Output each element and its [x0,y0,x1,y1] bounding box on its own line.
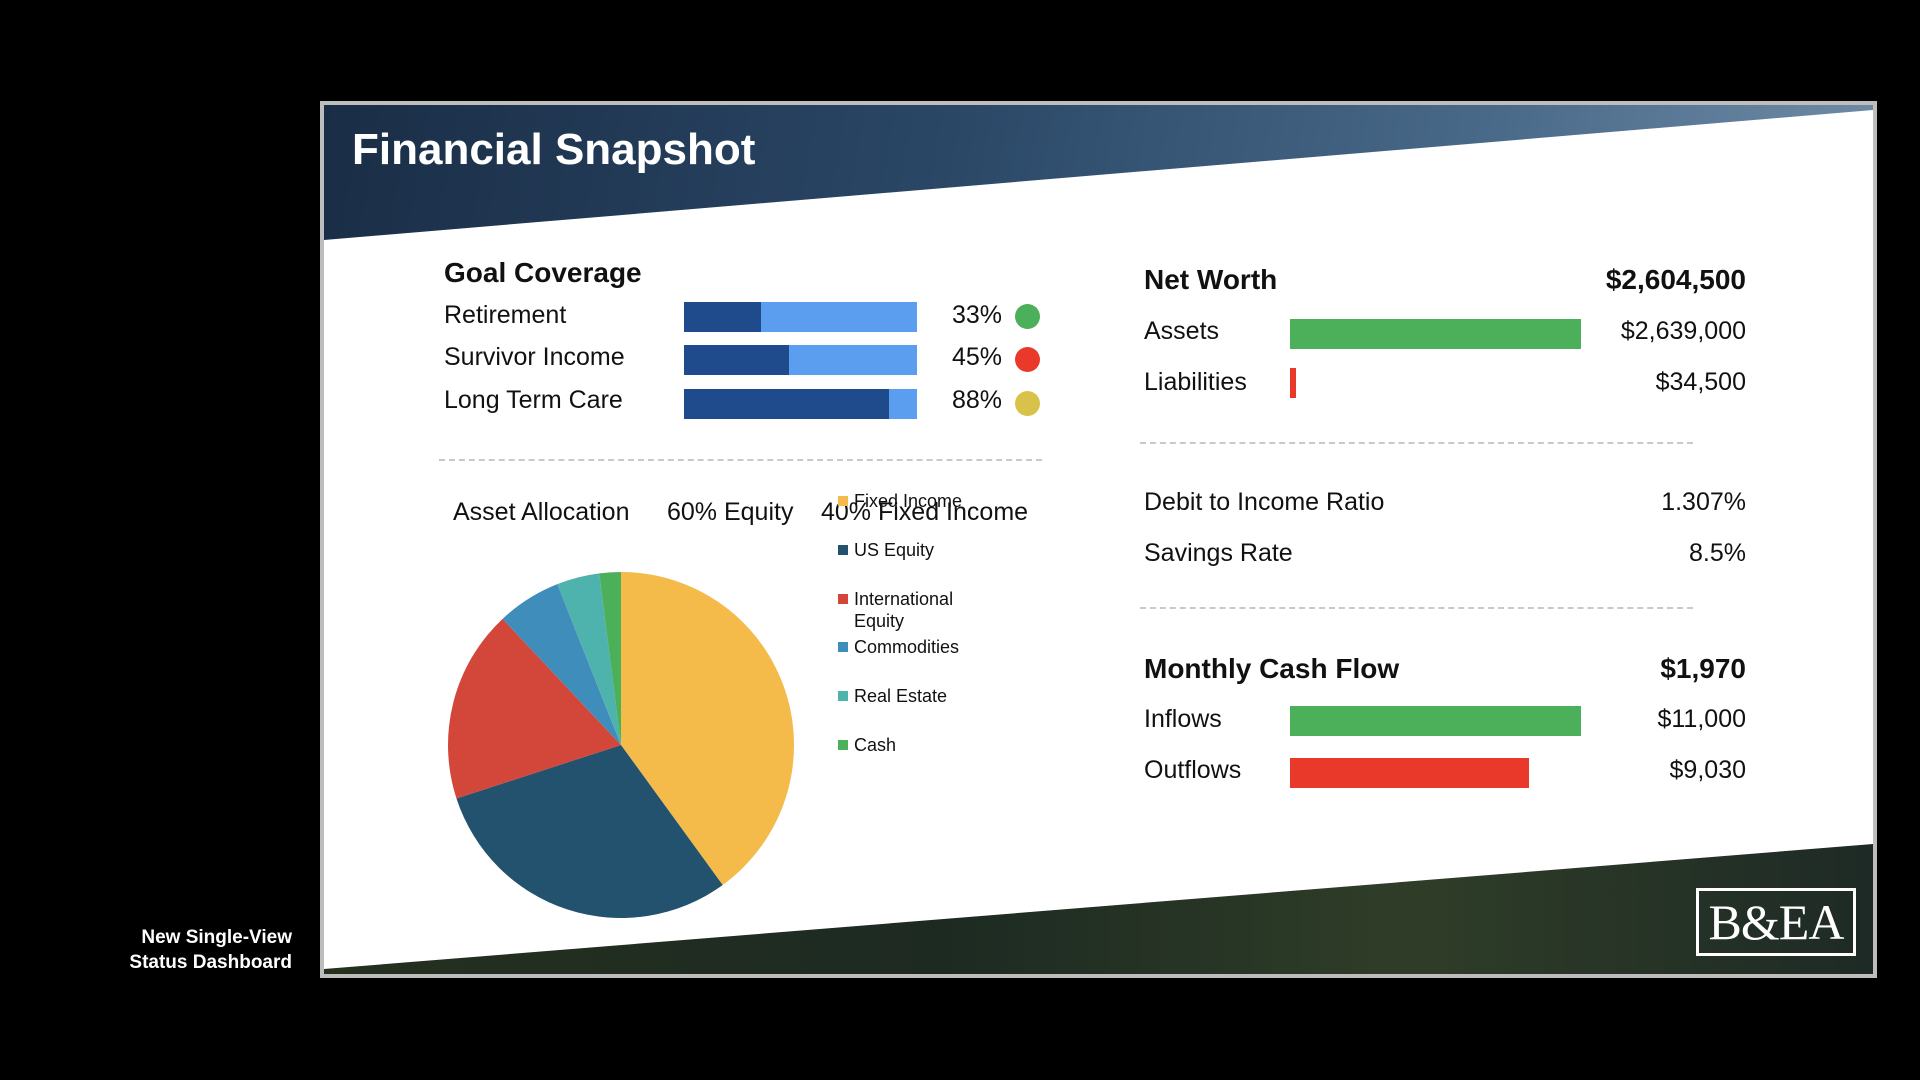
legend-swatch [838,594,848,604]
goal-percent: 45% [952,343,1003,371]
caption-line-1: New Single-View [141,927,292,948]
goal-label: Retirement [444,301,567,329]
legend-swatch [838,691,848,701]
legend-item: Cash [838,734,896,756]
legend-swatch [838,545,848,555]
legend-label: Fixed Income [854,491,963,511]
dashboard-caption: New Single-View Status Dashboard [90,925,292,975]
legend-label: International Equity [854,589,954,631]
legend-swatch [838,496,848,506]
brand-logo: B&EA [1696,888,1856,956]
debt-income-value: 1.307% [1661,488,1746,516]
pie-slice-fixed-income [621,572,794,885]
legend-label: Real Estate [854,686,948,706]
legend-item: Real Estate [838,685,947,707]
goal-bar-track [684,389,917,419]
savings-rate-value: 8.5% [1689,539,1746,567]
liabilities-label: Liabilities [1144,368,1247,396]
outflows-label: Outflows [1144,756,1242,784]
goal-bar-track [684,302,917,332]
asset-allocation-label: Asset Allocation [453,498,630,526]
goal-percent: 88% [952,386,1003,414]
cash-flow-total: $1,970 [1660,653,1746,684]
pie-slice-us-equity [456,745,723,918]
goal-bar-fill [684,389,890,419]
savings-rate-label: Savings Rate [1144,539,1293,567]
liabilities-bar [1290,368,1296,398]
asset-allocation-pie [448,572,794,918]
legend-swatch [838,642,848,652]
pie-slice-real-estate [557,573,621,745]
outflows-bar [1290,758,1529,788]
divider [1140,607,1693,609]
divider [1140,442,1693,444]
goal-label: Survivor Income [444,343,625,371]
status-dot [1015,304,1040,329]
legend-swatch [838,740,848,750]
assets-value: $2,639,000 [1620,317,1746,345]
financial-snapshot-slide: Financial Snapshot B&EA Goal Coverage Re… [320,101,1877,978]
inflows-value: $11,000 [1657,705,1746,733]
equity-share: 60% Equity [667,498,794,526]
outflows-value: $9,030 [1669,756,1746,784]
slide-title: Financial Snapshot [352,125,756,174]
legend-item: Fixed Income [838,490,962,512]
divider [439,459,1042,461]
legend-item: International Equity [838,588,953,632]
goal-coverage-heading: Goal Coverage [444,257,642,288]
goal-bar-fill [684,302,761,332]
legend-item: US Equity [838,539,934,561]
legend-label: Commodities [854,637,960,657]
assets-label: Assets [1144,317,1220,345]
legend-label: US Equity [854,540,935,560]
liabilities-value: $34,500 [1655,368,1746,396]
inflows-bar [1290,706,1581,736]
cash-flow-heading: Monthly Cash Flow [1144,653,1400,684]
goal-bar-track [684,345,917,375]
goal-label: Long Term Care [444,386,623,414]
pie-slice-commodities [502,584,621,745]
net-worth-total: $2,604,500 [1605,264,1746,295]
assets-bar [1290,319,1581,349]
legend-label: Cash [854,735,897,755]
pie-slice-international-equity [448,618,621,799]
status-dot [1015,391,1040,416]
legend-item: Commodities [838,636,959,658]
pie-slice-cash [599,572,621,745]
net-worth-heading: Net Worth [1144,264,1278,295]
status-dot [1015,347,1040,372]
inflows-label: Inflows [1144,705,1222,733]
goal-bar-fill [684,345,789,375]
goal-percent: 33% [952,301,1003,329]
debt-income-label: Debit to Income Ratio [1144,488,1385,516]
caption-line-2: Status Dashboard [129,952,292,973]
fixed-income-share: 40% Fixed Income [821,498,1029,526]
